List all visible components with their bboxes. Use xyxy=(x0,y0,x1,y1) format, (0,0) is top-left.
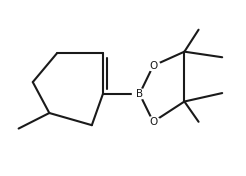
Text: O: O xyxy=(149,117,157,127)
Text: O: O xyxy=(149,61,157,71)
Circle shape xyxy=(146,117,160,127)
Circle shape xyxy=(146,61,160,71)
Circle shape xyxy=(132,89,147,99)
Text: B: B xyxy=(136,89,143,99)
